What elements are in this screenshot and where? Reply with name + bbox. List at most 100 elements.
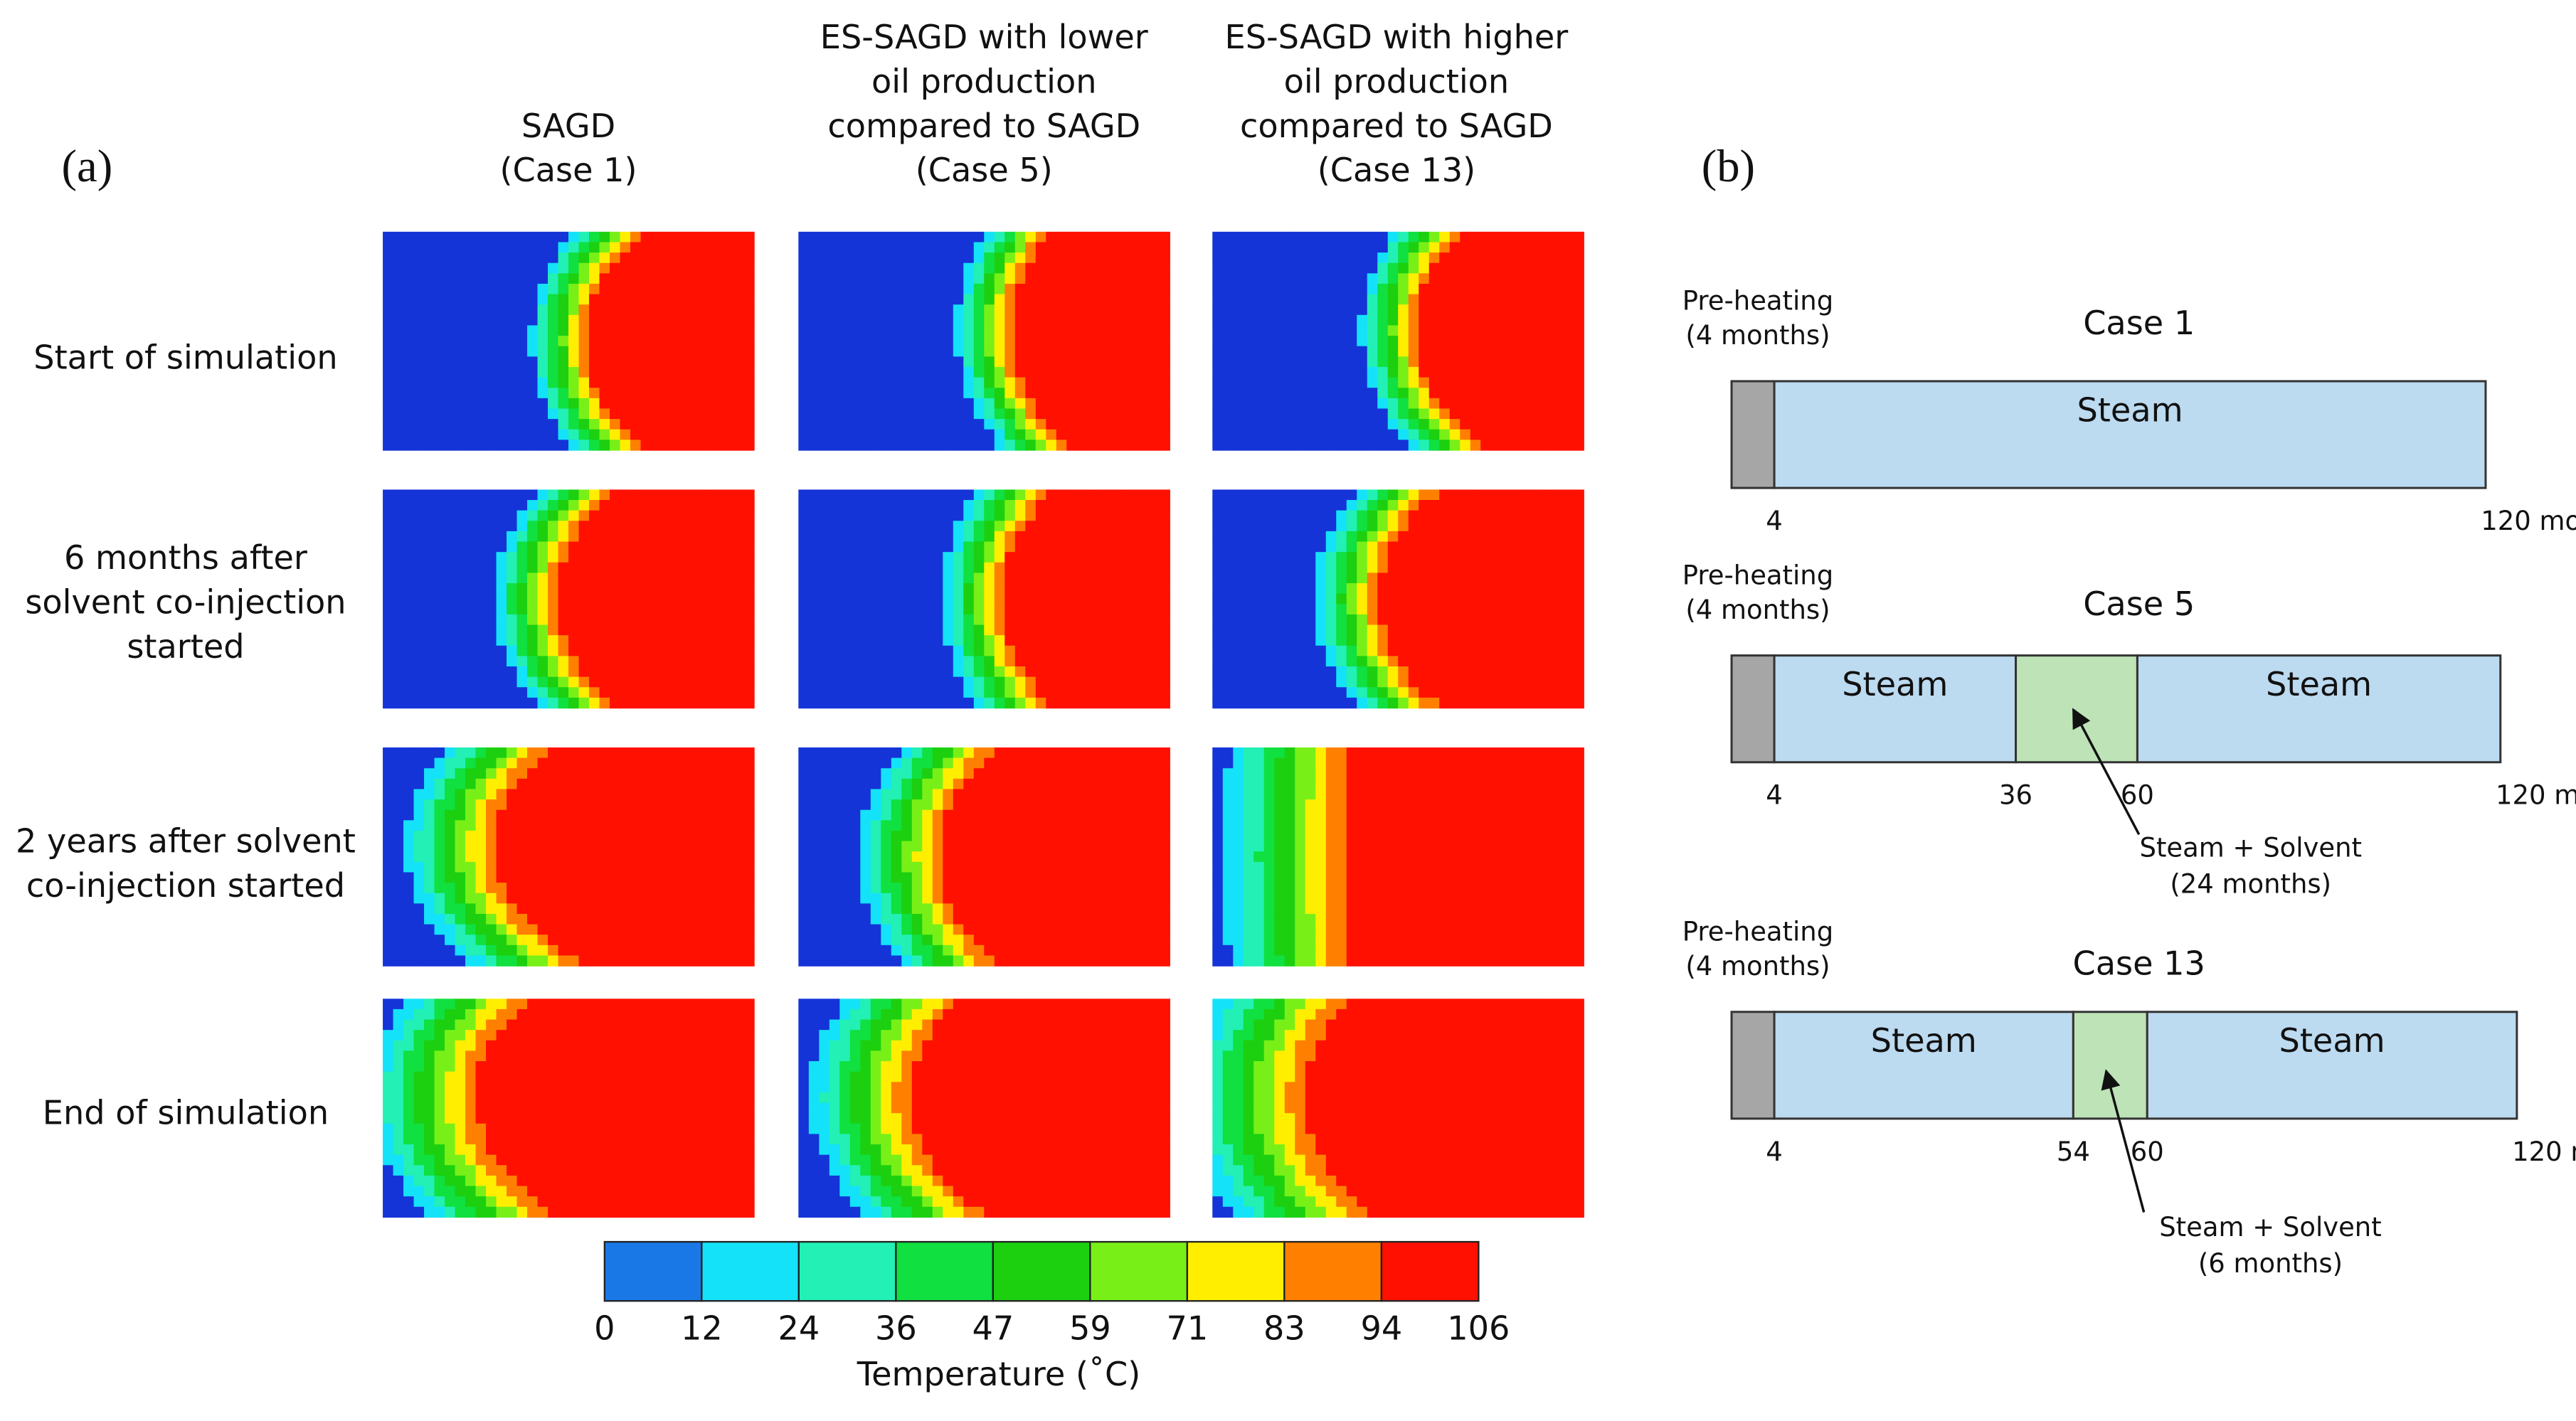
cell — [953, 697, 964, 709]
cell — [1097, 408, 1108, 420]
cell — [445, 408, 456, 420]
cell — [1005, 614, 1016, 626]
cell — [691, 593, 704, 605]
cell — [1222, 541, 1234, 553]
cell — [849, 583, 862, 595]
cell — [881, 666, 892, 678]
cell — [963, 294, 975, 305]
cell — [640, 768, 652, 779]
cell — [671, 820, 683, 831]
cell — [434, 388, 445, 399]
cell — [640, 388, 652, 399]
cell — [403, 809, 415, 821]
cell — [610, 325, 621, 336]
cell — [1233, 541, 1244, 553]
cell — [651, 583, 662, 595]
cell — [1128, 552, 1140, 563]
cell — [1552, 325, 1564, 336]
cell — [891, 262, 902, 275]
cell — [1357, 336, 1368, 347]
cell — [413, 408, 425, 420]
cell — [849, 562, 862, 574]
cell — [1243, 336, 1254, 347]
cell — [994, 521, 1005, 532]
cell — [1449, 687, 1461, 698]
cell — [589, 614, 600, 626]
cell — [434, 851, 445, 863]
cell — [1005, 552, 1016, 563]
cell — [1108, 624, 1119, 636]
cell — [953, 242, 964, 253]
cell — [434, 768, 445, 779]
cell — [413, 789, 425, 800]
cell — [733, 645, 745, 657]
cell — [691, 552, 704, 563]
cell — [578, 231, 590, 243]
cell — [1212, 252, 1224, 264]
cell — [1222, 697, 1234, 709]
cell — [620, 541, 631, 553]
cell — [723, 346, 734, 358]
cell — [383, 635, 394, 646]
cell — [1398, 440, 1409, 451]
cell — [1284, 294, 1295, 305]
cell — [1014, 346, 1026, 358]
cell — [455, 676, 466, 688]
cell — [1552, 398, 1564, 410]
cell — [1076, 419, 1088, 430]
cell — [994, 687, 1005, 698]
cell — [434, 614, 445, 626]
cell — [599, 377, 610, 388]
cell — [661, 799, 672, 811]
cell — [1097, 429, 1108, 441]
cell — [568, 408, 580, 420]
cell — [1490, 294, 1502, 305]
cell — [870, 408, 881, 420]
cell — [849, 294, 862, 305]
cell — [1035, 325, 1046, 336]
cell — [1563, 521, 1574, 532]
cell — [475, 366, 487, 378]
cell — [1501, 283, 1512, 295]
cell — [1511, 346, 1522, 358]
cell — [620, 687, 631, 698]
cell — [963, 489, 975, 501]
cell — [829, 676, 841, 688]
cell — [640, 614, 652, 626]
cell — [413, 500, 425, 511]
cell — [1387, 687, 1399, 698]
cell — [424, 830, 435, 842]
cell — [819, 325, 830, 336]
cell — [434, 593, 445, 605]
cell — [475, 614, 487, 626]
cell — [891, 666, 902, 678]
cell — [1336, 624, 1347, 636]
cell — [1542, 624, 1554, 636]
cell — [1263, 273, 1275, 284]
cell — [891, 541, 902, 553]
cell — [723, 799, 734, 811]
temperature-map — [383, 231, 755, 451]
cell — [712, 541, 724, 553]
cell — [661, 687, 672, 698]
cell — [455, 510, 466, 521]
cell — [651, 778, 662, 790]
column-header: oil production — [1284, 62, 1510, 100]
cell — [891, 573, 902, 584]
cell — [963, 573, 975, 584]
cell — [901, 583, 913, 595]
cell — [1408, 541, 1419, 553]
cell — [465, 273, 477, 284]
cell — [1046, 273, 1057, 284]
cell — [393, 614, 404, 626]
cell — [829, 325, 841, 336]
cell — [516, 356, 528, 368]
cell — [1087, 304, 1098, 316]
cell — [798, 676, 810, 688]
cell — [383, 429, 394, 441]
cell — [1274, 304, 1286, 316]
cell — [1087, 314, 1098, 326]
cell — [1367, 252, 1378, 264]
panel-label: (b) — [1702, 140, 1755, 191]
cell — [1305, 510, 1316, 521]
